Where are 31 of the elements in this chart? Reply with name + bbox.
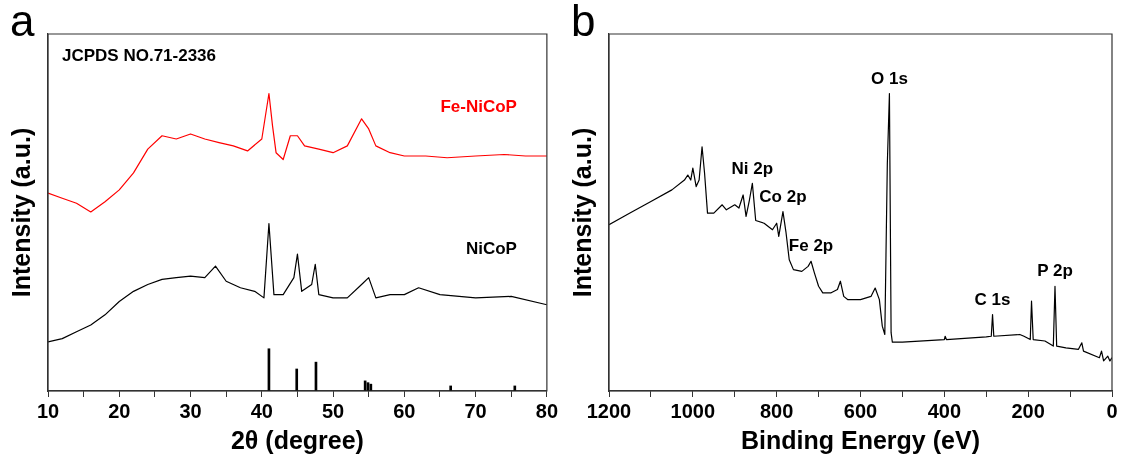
x-tick-label: 20	[108, 399, 131, 422]
annotation: P 2p	[1037, 261, 1073, 281]
x-tick-label: 600	[843, 399, 878, 422]
x-tick-label: 50	[321, 399, 345, 422]
x-tick-label: 60	[393, 399, 416, 422]
chart-title: a	[10, 0, 35, 46]
x-tick-label: 80	[535, 399, 558, 422]
x-axis-title: 2θ (degree)	[230, 425, 364, 454]
x-tick-label: 200	[1011, 399, 1045, 422]
annotation: C 1s	[974, 289, 1011, 309]
y-axis-title: Intensity (a.u.)	[6, 127, 35, 298]
text: Fe-NiCoP	[440, 97, 517, 117]
x-tick-label: 40	[250, 399, 273, 422]
bar	[295, 368, 299, 391]
y-axis-title: Intensity (a.u.)	[567, 127, 596, 298]
annotation: Ni 2p	[731, 158, 774, 178]
x-tick-label: 0	[1106, 399, 1118, 422]
annotation: Co 2p	[759, 186, 807, 206]
x-axis-title: Binding Energy (eV)	[741, 425, 980, 454]
text: JCPDS NO.71-2336	[62, 46, 217, 66]
text: NiCoP	[465, 239, 517, 259]
x-tick-label: 70	[464, 399, 487, 422]
x-tick-label: 30	[179, 399, 202, 422]
annotation: Fe 2p	[788, 236, 834, 256]
chart-title: b	[571, 0, 596, 46]
x-tick-label: 1000	[670, 399, 716, 422]
x-tick-label: 800	[759, 399, 794, 422]
annotation: O 1s	[870, 68, 908, 88]
x-tick-label: 10	[36, 399, 60, 422]
x-tick-label: 1200	[586, 399, 632, 422]
x-tick-label: 400	[927, 399, 962, 422]
